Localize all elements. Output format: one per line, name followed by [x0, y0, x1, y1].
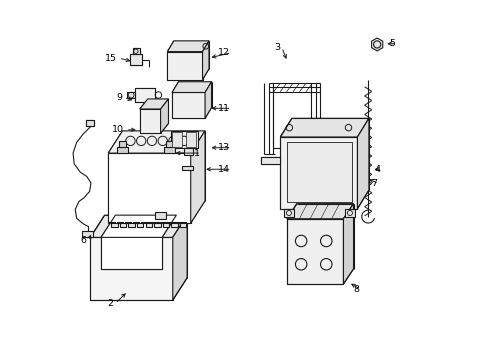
Polygon shape — [163, 147, 174, 153]
Text: 6: 6 — [81, 237, 86, 246]
Polygon shape — [280, 118, 368, 137]
Polygon shape — [117, 147, 128, 153]
Polygon shape — [286, 219, 343, 284]
Polygon shape — [128, 223, 135, 227]
Text: 10: 10 — [112, 125, 124, 134]
Polygon shape — [82, 231, 93, 237]
Polygon shape — [190, 131, 204, 223]
Polygon shape — [183, 148, 192, 155]
Polygon shape — [180, 223, 186, 227]
Text: 7: 7 — [370, 179, 376, 188]
Polygon shape — [155, 212, 165, 219]
Polygon shape — [163, 223, 169, 227]
Text: 9: 9 — [116, 93, 122, 102]
Polygon shape — [167, 41, 208, 51]
Polygon shape — [171, 223, 178, 227]
Polygon shape — [286, 204, 353, 219]
Text: 2: 2 — [107, 299, 113, 308]
Polygon shape — [284, 209, 293, 217]
Polygon shape — [357, 118, 368, 209]
Polygon shape — [371, 38, 382, 51]
Polygon shape — [280, 137, 357, 209]
Polygon shape — [172, 93, 204, 118]
Polygon shape — [171, 131, 198, 148]
Polygon shape — [135, 88, 155, 102]
Polygon shape — [120, 223, 126, 227]
Polygon shape — [111, 223, 117, 227]
Polygon shape — [119, 141, 126, 147]
Polygon shape — [90, 215, 187, 237]
Text: 11: 11 — [218, 104, 230, 113]
Polygon shape — [286, 142, 352, 202]
Text: 12: 12 — [218, 48, 230, 57]
Polygon shape — [137, 223, 143, 227]
Polygon shape — [260, 157, 280, 164]
Text: 5: 5 — [388, 39, 394, 48]
Polygon shape — [182, 166, 193, 170]
Polygon shape — [127, 92, 135, 98]
Polygon shape — [101, 235, 162, 269]
Polygon shape — [343, 204, 353, 284]
Polygon shape — [108, 153, 190, 223]
Polygon shape — [167, 51, 202, 80]
Text: 14: 14 — [218, 165, 230, 174]
Text: 3: 3 — [274, 43, 280, 52]
Polygon shape — [202, 41, 208, 80]
Polygon shape — [86, 120, 94, 126]
Polygon shape — [140, 109, 160, 134]
Text: 1: 1 — [193, 149, 199, 158]
Polygon shape — [154, 223, 160, 227]
Polygon shape — [165, 141, 172, 147]
Text: 15: 15 — [105, 54, 117, 63]
Polygon shape — [160, 99, 168, 134]
Polygon shape — [90, 237, 172, 300]
Polygon shape — [185, 132, 196, 147]
Polygon shape — [172, 82, 211, 93]
Polygon shape — [145, 223, 152, 227]
Polygon shape — [101, 215, 176, 237]
Text: 13: 13 — [218, 143, 230, 152]
Polygon shape — [172, 215, 187, 300]
Polygon shape — [108, 131, 204, 153]
Polygon shape — [129, 54, 142, 65]
Polygon shape — [204, 82, 211, 118]
Polygon shape — [140, 99, 168, 109]
Text: 8: 8 — [352, 285, 359, 294]
Polygon shape — [132, 48, 140, 54]
Polygon shape — [172, 132, 182, 147]
Polygon shape — [344, 209, 354, 217]
Text: 4: 4 — [374, 165, 380, 174]
